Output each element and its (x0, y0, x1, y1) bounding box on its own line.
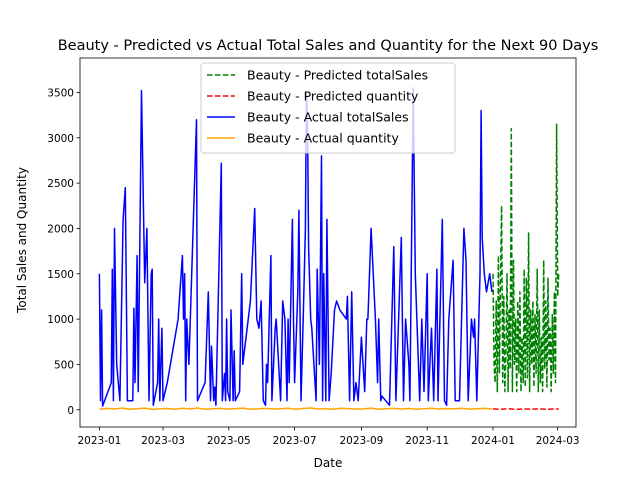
legend-label: Beauty - Actual totalSales (247, 110, 409, 125)
x-axis-label: Date (314, 456, 343, 470)
plot-area (98, 87, 560, 411)
legend: Beauty - Predicted totalSales Beauty - Pr… (200, 62, 456, 154)
chart-title: Beauty - Predicted vs Actual Total Sales… (58, 38, 599, 54)
x-tick-label: 2023-03 (141, 435, 185, 447)
y-tick-label: 0 (67, 405, 74, 417)
axes: 2023-01 2023-03 2023-05 2023-07 2023-09 2023-… (47, 57, 580, 447)
y-tick-label: 3500 (47, 87, 74, 99)
series-line-4 (99, 407, 492, 411)
x-tick-label: 2023-07 (273, 435, 317, 447)
x-tick-label: 2023-05 (207, 435, 251, 447)
y-tick-label: 3000 (47, 133, 74, 145)
x-tick-label: 2023-11 (405, 435, 449, 447)
legend-box (200, 62, 456, 154)
series-line-3 (98, 87, 493, 407)
legend-label: Beauty - Predicted totalSales (247, 68, 428, 83)
legend-label: Beauty - Predicted quantity (247, 89, 419, 104)
y-axis-label: Total Sales and Quantity (15, 167, 29, 314)
x-tick-label: 2024-03 (536, 435, 580, 447)
x-tick-label: 2024-01 (471, 435, 515, 447)
x-tick-label: 2023-01 (77, 435, 121, 447)
legend-label: Beauty - Actual quantity (247, 131, 399, 146)
y-tick-label: 2000 (47, 223, 74, 235)
series-line-2 (492, 407, 559, 411)
x-tick-label: 2023-09 (339, 435, 383, 447)
y-tick-label: 1000 (47, 314, 74, 326)
axes-frame (79, 57, 577, 428)
series-line-1 (492, 123, 560, 393)
y-tick-label: 2500 (47, 178, 74, 190)
y-tick-label: 1500 (47, 269, 74, 281)
y-tick-label: 500 (54, 359, 74, 371)
